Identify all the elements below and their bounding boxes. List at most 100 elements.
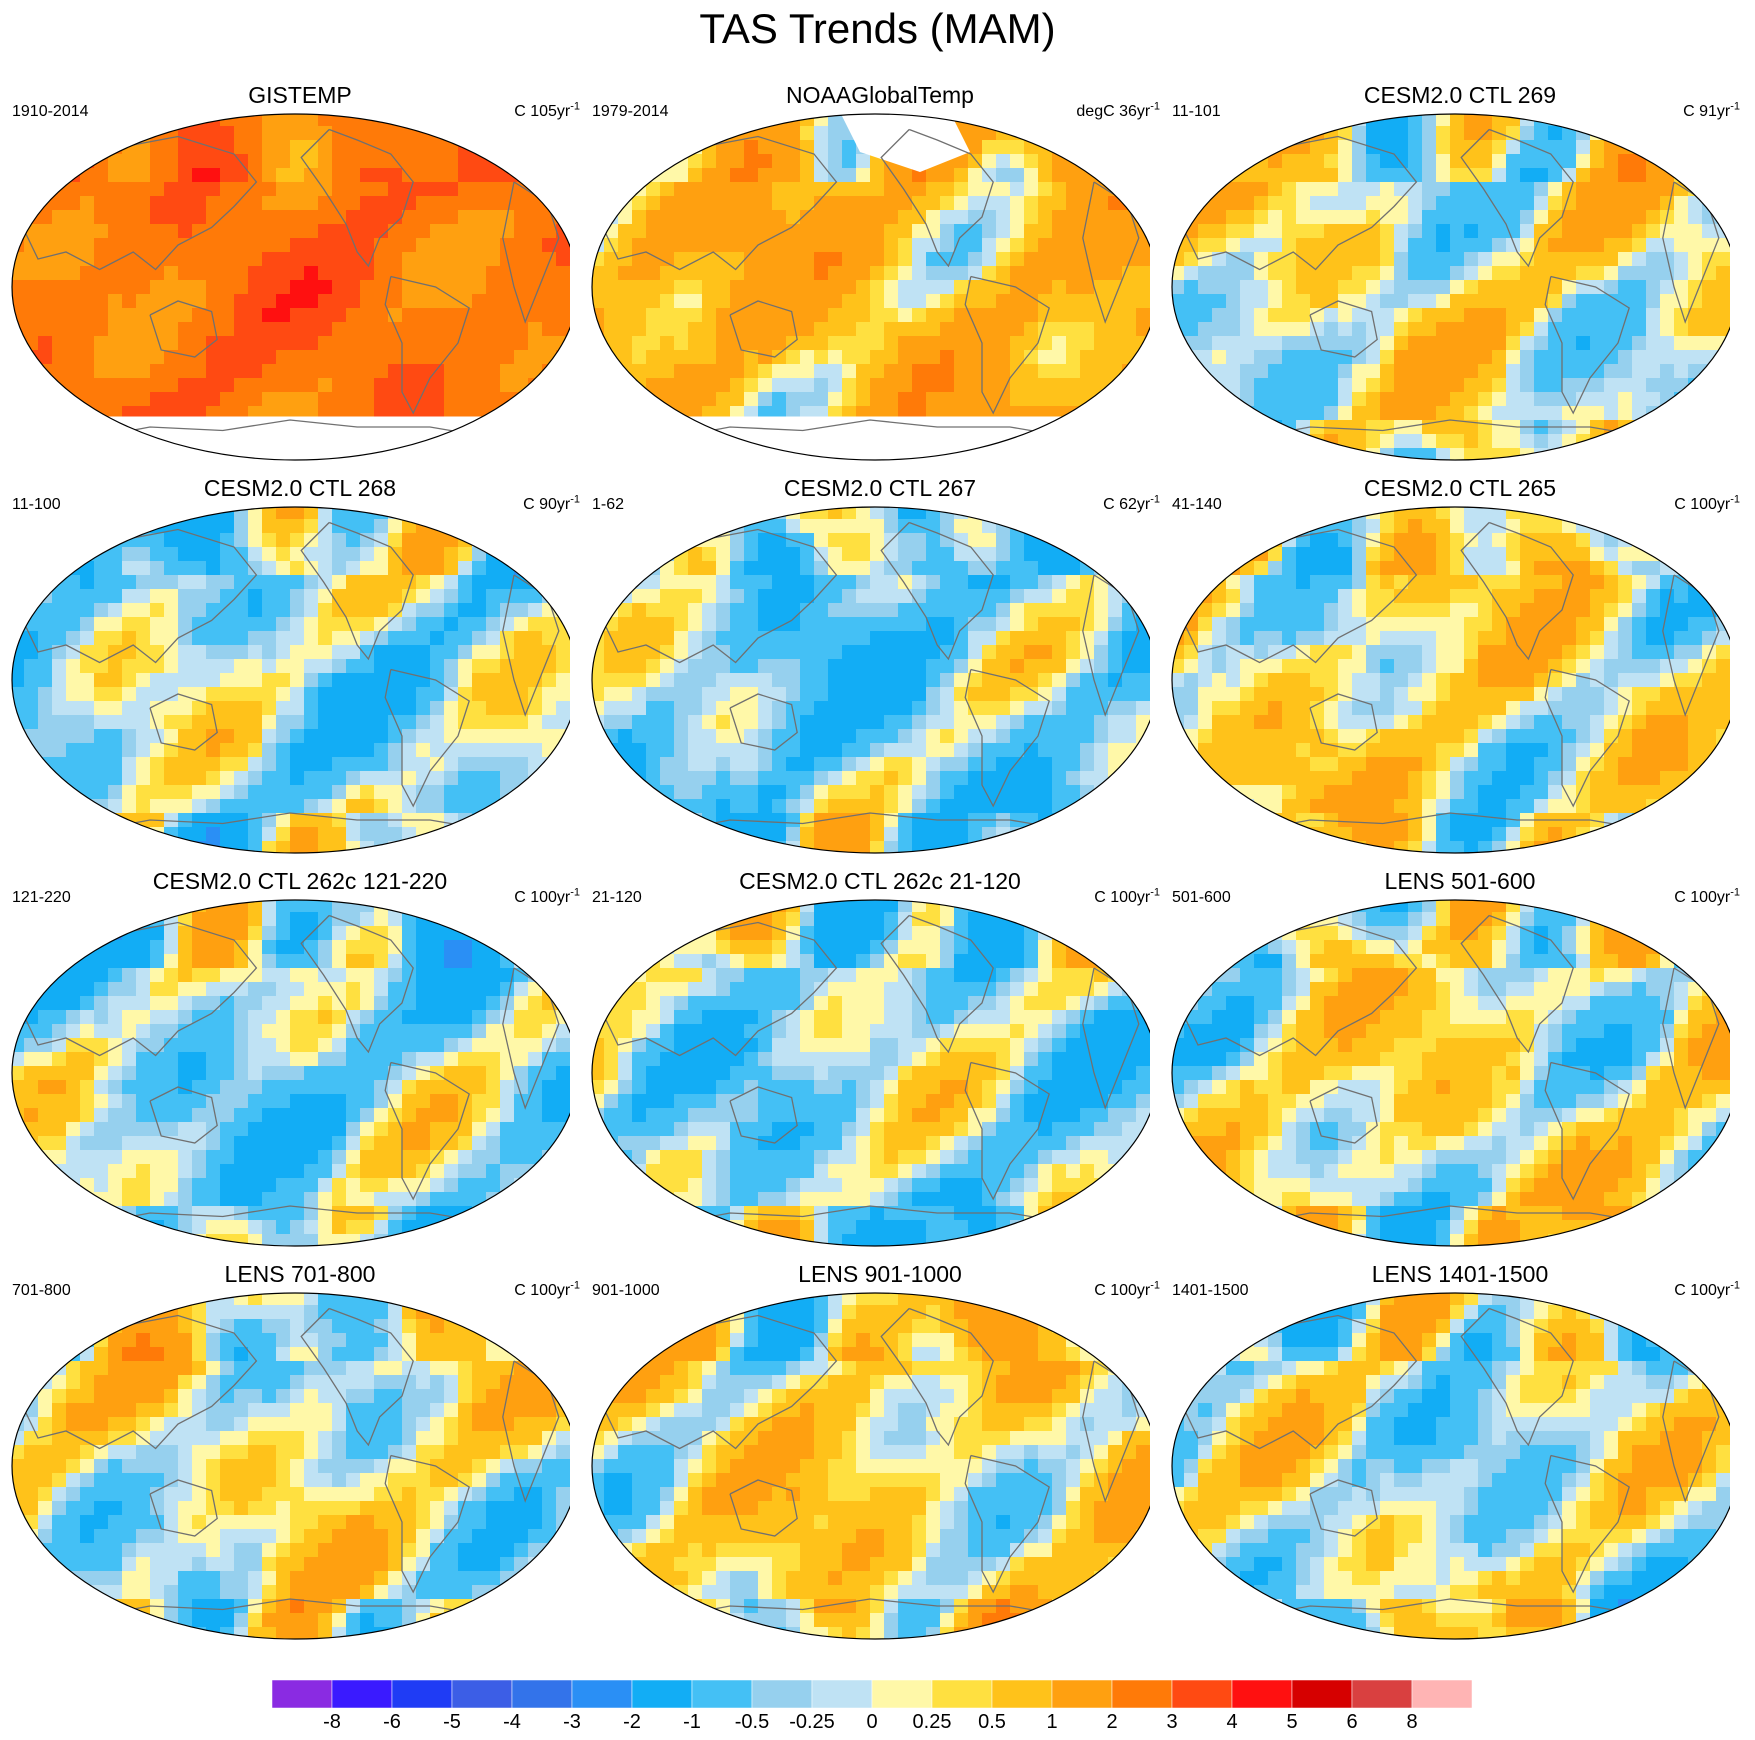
trend-cell [24,617,39,632]
trend-cell [542,533,557,548]
trend-cell [744,575,759,590]
trend-cell [1520,322,1535,337]
trend-cell [1240,294,1255,309]
trend-cell [458,126,473,141]
trend-cell [1562,140,1577,155]
trend-cell [1080,420,1095,435]
trend-cell [772,519,787,534]
trend-cell [136,280,151,295]
trend-cell [1010,507,1025,520]
trend-cell [786,154,801,169]
trend-cell [702,757,717,772]
trend-cell [430,448,445,460]
trend-cell [360,701,375,716]
trend-cell [674,757,689,772]
trend-cell [744,114,759,127]
trend-cell [884,813,899,828]
trend-cell [1576,350,1591,365]
trend-cell [772,280,787,295]
trend-cell [486,196,501,211]
trend-cell [514,547,529,562]
trend-cell [1492,196,1507,211]
trend-cell [360,210,375,225]
trend-cell [1212,168,1227,183]
trend-cell [514,519,529,534]
trend-cell [402,687,417,702]
trend-cell [1052,168,1067,183]
trend-cell [416,701,431,716]
trend-cell [800,659,815,674]
trend-cell [604,434,619,449]
trend-cell [1122,252,1137,267]
trend-cell [646,420,661,435]
trend-cell [80,659,95,674]
trend-cell [24,533,39,548]
trend-cell [430,757,445,772]
map-panel: CESM2.0 CTL 268 11-100 C 90yr-1 [10,473,590,863]
trend-cell [996,378,1011,393]
trend-cell [1632,378,1647,393]
trend-cell [164,715,179,730]
trend-cell [1080,743,1095,758]
trend-cell [912,280,927,295]
trend-cell [618,238,633,253]
trend-cell [1212,114,1227,127]
trend-cell [290,841,305,853]
trend-cell [898,771,913,786]
trend-cell [1646,280,1661,295]
trend-cell [996,785,1011,800]
trend-cell [122,673,137,688]
trend-cell [1576,336,1591,351]
trend-cell [12,757,25,772]
trend-cell [982,631,997,646]
trend-cell [1422,154,1437,169]
trend-cell [772,182,787,197]
trend-cell [1380,350,1395,365]
trend-cell [674,448,689,460]
trend-cell [122,434,137,449]
trend-cell [1576,252,1591,267]
trend-cell [136,687,151,702]
trend-cell [276,378,291,393]
trend-cell [248,771,263,786]
trend-cell [926,743,941,758]
trend-cell [192,322,207,337]
trend-cell [744,238,759,253]
trend-cell [94,420,109,435]
trend-cell [1024,154,1039,169]
trend-cell [772,210,787,225]
trend-cell [842,561,857,576]
trend-cell [1646,294,1661,309]
trend-cell [122,210,137,225]
trend-cell [688,659,703,674]
trend-cell [150,841,165,853]
trend-cell [744,715,759,730]
trend-cell [38,154,53,169]
trend-cell [926,210,941,225]
trend-cell [346,114,361,127]
trend-cell [870,757,885,772]
trend-cell [786,280,801,295]
trend-cell [346,659,361,674]
trend-cell [24,771,39,786]
trend-cell [1122,448,1137,460]
trend-cell [926,715,941,730]
trend-cell [674,252,689,267]
trend-cell [1010,547,1025,562]
trend-cell [1226,364,1241,379]
trend-cell [632,813,647,828]
trend-cell [1010,378,1025,393]
trend-cell [1702,420,1717,435]
trend-cell [108,673,123,688]
trend-cell [926,631,941,646]
trend-cell [982,336,997,351]
trend-cell [304,507,319,520]
trend-cell [1478,154,1493,169]
trend-cell [1172,210,1185,225]
coastline [1253,419,1652,439]
trend-cell [1010,645,1025,660]
trend-cell [716,631,731,646]
trend-cell [1450,114,1465,127]
trend-cell [528,280,543,295]
trend-cell [870,210,885,225]
